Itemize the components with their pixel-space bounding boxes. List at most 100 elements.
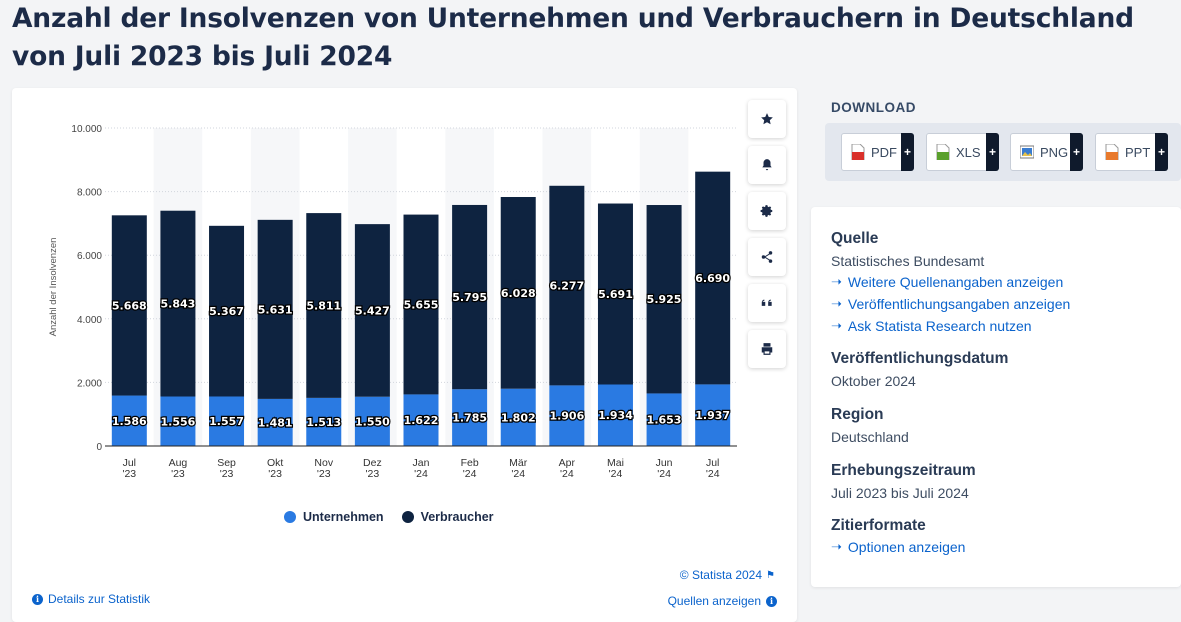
info-icon: i <box>766 595 777 607</box>
download-xls-label: XLS <box>956 144 981 160</box>
legend-item-unternehmen[interactable]: Unternehmen <box>284 510 384 524</box>
data-label-unternehmen: 1.622 <box>404 414 439 427</box>
bar-verbraucher <box>354 224 390 397</box>
cite-options-label: Optionen anzeigen <box>847 539 966 555</box>
x-tick-label-year: '23 <box>171 468 185 480</box>
bar-verbraucher <box>403 214 439 395</box>
arrow-right-icon: ➝ <box>831 296 842 311</box>
x-tick-label-year: '24 <box>463 468 477 480</box>
pdf-file-icon <box>851 143 865 161</box>
bar-verbraucher <box>500 197 536 389</box>
x-tick-label: Sep <box>217 457 236 469</box>
details-link[interactable]: i Details zur Statistik <box>32 592 150 606</box>
data-label-unternehmen: 1.513 <box>306 416 341 429</box>
bar-verbraucher <box>452 204 488 390</box>
more-sources-label: Weitere Quellenangaben anzeigen <box>847 274 1064 290</box>
legend-dot-verbraucher <box>401 511 414 523</box>
plus-icon: + <box>1070 133 1083 171</box>
data-label-unternehmen: 1.906 <box>549 410 584 423</box>
y-tick-label: 8.000 <box>77 188 102 199</box>
x-tick-label-year: '24 <box>414 468 428 480</box>
bar-unternehmen <box>549 385 585 446</box>
region-heading: Region <box>831 406 884 423</box>
share-button[interactable] <box>748 238 786 276</box>
download-panel: DOWNLOAD PDF + XLS + PNG + P <box>811 88 1181 184</box>
data-label-verbraucher: 5.367 <box>209 305 244 318</box>
gear-icon <box>760 205 773 217</box>
info-icon: i <box>32 593 43 605</box>
copyright-link[interactable]: © Statista 2024 ⚑ <box>680 568 775 582</box>
notification-button[interactable] <box>748 146 786 184</box>
bar-unternehmen <box>354 396 390 446</box>
x-tick-label: Okt <box>267 457 283 469</box>
copyright-text: © Statista 2024 <box>679 568 763 582</box>
bar-unternehmen <box>452 389 488 446</box>
data-label-unternehmen: 1.802 <box>501 411 536 424</box>
data-label-verbraucher: 5.655 <box>404 299 439 312</box>
quelle-heading: Quelle <box>831 230 879 247</box>
x-tick-label-year: '24 <box>657 468 671 480</box>
bar-unternehmen <box>160 396 196 446</box>
png-file-icon <box>1019 144 1035 160</box>
cite-button[interactable] <box>748 284 786 322</box>
data-label-verbraucher: 5.795 <box>452 291 487 304</box>
pub-date-heading: Veröffentlichungsdatum <box>831 350 1009 367</box>
data-label-verbraucher: 5.631 <box>258 303 293 316</box>
download-title: DOWNLOAD <box>831 100 916 115</box>
data-label-unternehmen: 1.653 <box>647 414 682 427</box>
bar-verbraucher <box>209 225 245 397</box>
download-ppt-button[interactable]: PPT + <box>1095 133 1168 171</box>
details-link-label: Details zur Statistik <box>48 592 151 606</box>
bar-verbraucher <box>597 203 633 385</box>
x-tick-label: Aug <box>169 457 188 469</box>
download-xls-button[interactable]: XLS + <box>926 133 999 171</box>
bar-unternehmen <box>306 397 342 446</box>
more-sources-link[interactable]: ➝ Weitere Quellenangaben anzeigen <box>831 274 1063 290</box>
bar-verbraucher <box>306 213 342 398</box>
flag-icon: ⚑ <box>766 569 775 581</box>
y-tick-label: 0 <box>96 442 102 453</box>
quote-icon <box>761 299 772 306</box>
legend-dot-unternehmen <box>284 511 296 523</box>
bar-unternehmen <box>695 384 731 446</box>
period-value: Juli 2023 bis Juli 2024 <box>831 485 969 501</box>
plus-icon: + <box>901 133 914 171</box>
cite-options-link[interactable]: ➝ Optionen anzeigen <box>831 539 965 555</box>
bar-verbraucher <box>257 219 293 399</box>
period-heading: Erhebungszeitraum <box>831 462 976 479</box>
data-label-unternehmen: 1.586 <box>112 415 147 428</box>
x-tick-label-year: '23 <box>317 468 331 480</box>
favorite-button[interactable] <box>748 100 786 138</box>
plus-icon: + <box>1155 133 1168 171</box>
download-pdf-button[interactable]: PDF + <box>841 133 914 171</box>
data-label-verbraucher: 5.691 <box>598 288 633 301</box>
bar-unternehmen <box>209 396 245 446</box>
x-tick-label-year: '24 <box>560 468 574 480</box>
download-png-button[interactable]: PNG + <box>1010 133 1083 171</box>
publication-info-link[interactable]: ➝ Veröffentlichungsangaben anzeigen <box>831 296 1070 312</box>
x-tick-label: Jun <box>656 457 673 469</box>
y-tick-label: 4.000 <box>77 315 102 326</box>
ask-research-label: Ask Statista Research nutzen <box>847 318 1032 334</box>
settings-button[interactable] <box>748 192 786 230</box>
ask-research-link[interactable]: ➝ Ask Statista Research nutzen <box>831 318 1032 334</box>
print-button[interactable] <box>748 330 786 368</box>
bar-verbraucher <box>111 215 147 396</box>
info-panel: Quelle Statistisches Bundesamt ➝ Weitere… <box>811 207 1181 587</box>
arrow-right-icon: ➝ <box>831 318 842 333</box>
sources-link[interactable]: Quellen anzeigen i <box>668 594 777 608</box>
chart-legend: Unternehmen Verbraucher <box>284 510 494 524</box>
data-label-unternehmen: 1.557 <box>209 415 244 428</box>
legend-item-verbraucher[interactable]: Verbraucher <box>401 510 494 524</box>
download-png-label: PNG <box>1040 144 1069 160</box>
x-tick-label: Dez <box>363 457 382 469</box>
ppt-file-icon <box>1105 143 1119 161</box>
x-tick-label: Apr <box>559 457 576 469</box>
plus-icon: + <box>986 133 999 171</box>
page-title: Anzahl der Insolvenzen von Unternehmen u… <box>12 3 1134 72</box>
y-tick-label: 10.000 <box>71 124 102 135</box>
y-tick-label: 6.000 <box>77 251 102 262</box>
cite-heading: Zitierformate <box>831 517 926 534</box>
bar-verbraucher <box>549 185 585 386</box>
x-tick-label-year: '24 <box>609 468 623 480</box>
